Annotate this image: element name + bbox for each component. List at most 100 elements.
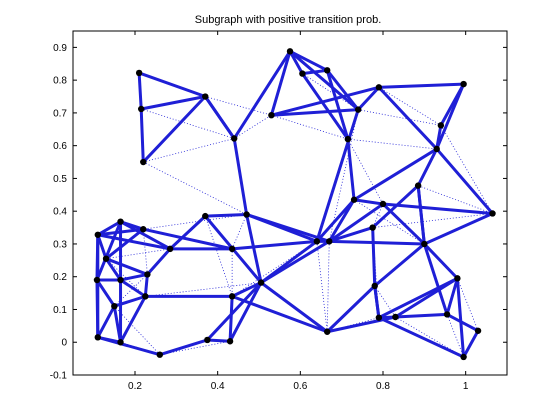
- edge-22: [346, 137, 356, 202]
- edge-101: [269, 108, 360, 117]
- edge-100: [141, 95, 207, 164]
- node-40: [111, 303, 118, 310]
- node-46: [392, 313, 399, 321]
- edge-14: [325, 68, 350, 141]
- edge-10: [288, 49, 329, 72]
- edge-40: [245, 212, 263, 285]
- edge-1: [139, 95, 207, 111]
- y-tick-label-0: -0.1: [50, 371, 68, 382]
- edge-17: [377, 82, 466, 89]
- y-axis: -0.1 0 0.1 0.2 0.3 0.4 0.5 0.6 0.7 0.8 0.9: [50, 43, 507, 382]
- y-tick-label-1: 0: [61, 338, 67, 349]
- node-4: [140, 158, 147, 166]
- weak-edge-1: [141, 108, 235, 139]
- edge-23: [416, 147, 439, 188]
- weak-edge-22: [302, 73, 359, 110]
- node-9: [355, 106, 362, 113]
- weak-edge-28: [114, 305, 161, 355]
- node-2: [202, 93, 209, 100]
- weak-edge-12: [326, 241, 330, 332]
- edge-42: [259, 239, 331, 285]
- edge-98: [327, 198, 356, 243]
- edge-73: [119, 294, 147, 344]
- edge-50: [228, 294, 234, 343]
- x-tick-label-0: 0.2: [128, 381, 142, 392]
- edge-103: [373, 284, 381, 320]
- edge-70: [96, 304, 116, 339]
- edge-35: [422, 242, 449, 316]
- weak-edge-6: [231, 214, 247, 250]
- edge-20: [377, 85, 439, 151]
- weak-edge-15: [372, 213, 493, 228]
- edge-66: [104, 257, 123, 282]
- weak-edge-0: [143, 138, 235, 163]
- edge-88: [455, 276, 466, 359]
- weak-edge-18: [353, 199, 425, 245]
- edge-32: [371, 226, 377, 288]
- node-18: [379, 200, 387, 208]
- node-31: [166, 245, 174, 253]
- node-0: [135, 69, 143, 77]
- y-tick-label-8: 0.7: [53, 108, 67, 119]
- node-50: [460, 353, 467, 361]
- y-tick-label-6: 0.5: [53, 174, 67, 185]
- edge-77: [141, 227, 234, 251]
- edge-layer: [95, 49, 495, 359]
- edge-27: [381, 202, 495, 215]
- x-axis: 0.2 0.4 0.6 0.8 1: [128, 31, 469, 392]
- edge-3: [137, 71, 143, 111]
- node-7: [299, 70, 306, 77]
- node-6: [286, 48, 294, 55]
- y-tick-label-7: 0.6: [53, 141, 67, 152]
- node-29: [204, 336, 211, 344]
- node-12: [437, 122, 445, 129]
- edge-54: [205, 281, 263, 342]
- weak-edge-19: [358, 109, 441, 126]
- weak-edge-16: [372, 203, 384, 228]
- weak-edge-25: [106, 248, 171, 260]
- node-28: [226, 338, 234, 345]
- x-tick-label-2: 0.6: [293, 381, 307, 392]
- edge-36: [315, 198, 356, 243]
- node-22: [326, 238, 333, 245]
- node-5: [268, 111, 275, 119]
- edge-87: [462, 329, 480, 359]
- node-41: [94, 334, 102, 341]
- weak-edge-14: [417, 185, 493, 214]
- edge-78: [96, 335, 162, 357]
- node-34: [140, 226, 147, 233]
- edge-86: [445, 312, 480, 333]
- weak-edge-4: [233, 114, 272, 139]
- weak-edge-5: [143, 161, 247, 215]
- weak-edge-3: [205, 96, 272, 116]
- edge-63: [95, 220, 123, 282]
- node-26: [257, 279, 265, 286]
- edge-75: [119, 272, 149, 282]
- edge-92: [230, 294, 329, 334]
- edge-49: [228, 281, 263, 343]
- x-tick-label-3: 0.8: [376, 381, 390, 392]
- node-11: [344, 135, 352, 143]
- edge-96: [416, 184, 426, 246]
- y-tick-label-9: 0.8: [53, 76, 67, 87]
- edge-47: [230, 239, 319, 251]
- edge-99: [259, 281, 329, 334]
- node-49: [474, 327, 482, 334]
- node-44: [324, 328, 331, 335]
- weak-edge-21: [378, 87, 442, 126]
- node-24: [202, 212, 209, 220]
- node-38: [117, 276, 124, 284]
- weak-edge-23: [271, 114, 348, 140]
- edge-89: [377, 276, 459, 320]
- node-32: [144, 271, 151, 278]
- edge-4: [139, 107, 145, 164]
- edge-29: [371, 184, 420, 230]
- edge-31: [381, 202, 426, 246]
- edge-30: [352, 198, 385, 206]
- edge-91: [377, 316, 466, 359]
- edge-21: [300, 72, 350, 141]
- edge-97: [315, 108, 360, 243]
- x-tick-label-1: 0.4: [211, 381, 225, 392]
- weak-edge-17: [347, 138, 384, 205]
